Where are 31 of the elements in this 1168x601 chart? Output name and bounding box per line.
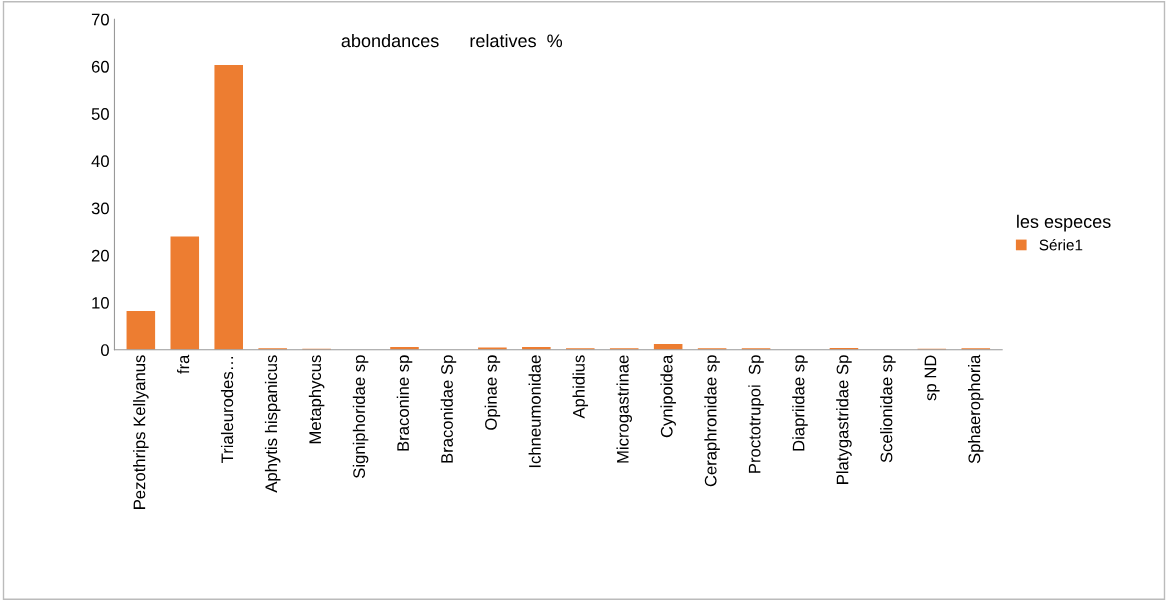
y-tick-label: 50 — [91, 108, 109, 120]
x-tick-label: Diapriidae sp — [792, 355, 808, 451]
x-tick-label: Pezothrips Kellyanus — [133, 355, 149, 509]
x-tick-label: Aphytis hispanicus — [264, 355, 281, 493]
legend-title: les especes — [1017, 214, 1111, 232]
x-tick-label: sp ND — [924, 355, 940, 401]
x-tick-label: Microgastrinae — [616, 355, 632, 463]
y-tick-label: 10 — [92, 296, 109, 309]
x-tick-label: Ceraphronidae sp — [704, 355, 720, 487]
x-tick-label: Aphidius — [572, 355, 589, 419]
x-tick-label: Ichneumonidae — [528, 355, 541, 468]
x-tick-label: Braconine sp — [396, 355, 413, 451]
legend-label: Série1 — [1039, 239, 1083, 251]
y-tick-label: 70 — [91, 13, 109, 26]
x-tick-label: Proctotrupoi Sp — [748, 355, 764, 473]
x-tick-label: Cynipoidea — [660, 354, 676, 438]
x-tick-label: Platygastridae Sp — [836, 355, 852, 484]
x-tick-label: Metaphycus — [308, 355, 325, 444]
x-tick-label: Braconidae Sp — [440, 355, 457, 463]
y-tick-label: 60 — [91, 60, 109, 73]
text: abondances relatives % — [341, 33, 563, 48]
y-tick-label: 20 — [91, 249, 109, 262]
x-tick-label: Opinae sp — [484, 355, 501, 430]
y-tick-label: 30 — [91, 202, 109, 215]
x-tick-label: Signiphoridae sp — [352, 355, 369, 479]
y-tick-label: 40 — [91, 155, 109, 168]
x-tick-label: fra — [177, 354, 190, 374]
x-tick-label: Sphaerophoria — [968, 354, 984, 464]
x-tick-label: Scelionidae sp — [880, 355, 896, 463]
x-tick-label: Trialeurodes… — [220, 356, 234, 463]
y-tick-label: 0 — [100, 344, 109, 356]
